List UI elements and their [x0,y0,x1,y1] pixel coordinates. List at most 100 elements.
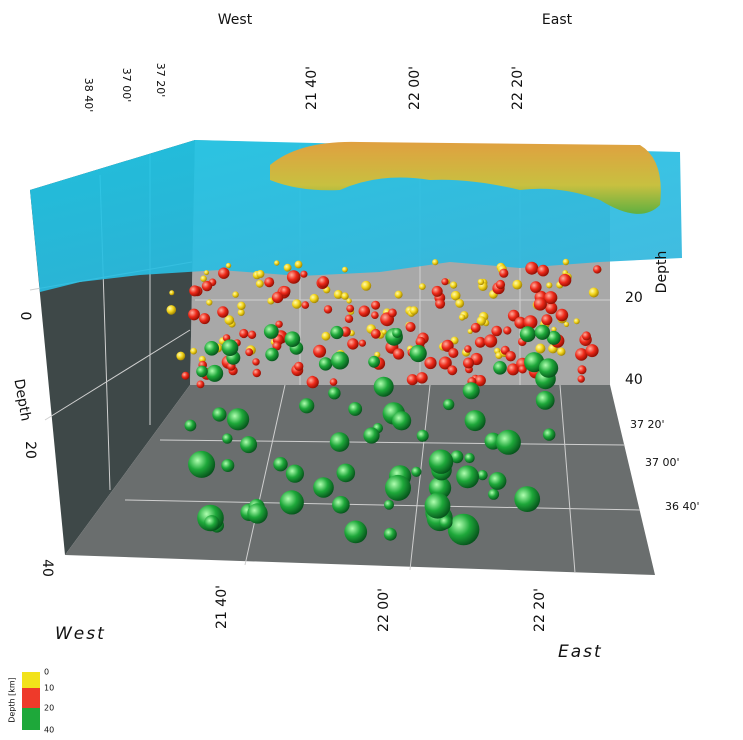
hypocenter [188,308,200,321]
hypocenter [333,289,343,299]
legend-tick: 20 [44,704,54,713]
right-latitude: 37 20' [630,418,665,431]
hypocenter [546,330,561,345]
hypocenter [439,515,453,529]
hypocenter [245,348,254,357]
hypocenter [477,278,485,286]
hypocenter [411,466,422,477]
right-depth-tick: 20 [625,290,643,306]
hypocenter [392,328,403,338]
hypocenter [491,325,503,337]
hypocenter [294,260,303,269]
bottom-longitude: 21 40' [214,585,230,629]
hypocenter [201,280,213,292]
legend-tick: 10 [44,684,54,693]
hypocenter [406,374,418,386]
hypocenter [385,474,411,501]
hypocenter [415,336,426,347]
top-east: East [542,12,573,28]
hypocenter [456,465,479,489]
hypocenter [544,291,558,305]
hypocenter [450,450,464,464]
hypocenter [313,477,334,498]
hypocenter [533,297,547,311]
hypocenter [358,305,370,317]
hypocenter [299,398,315,414]
hypocenter [557,347,566,356]
hypocenter [474,375,486,387]
legend-swatch [22,672,40,688]
hypocenter [493,361,507,375]
hypocenter [361,280,372,291]
top-latitude: 37 00' [120,68,133,103]
hypocenter [450,290,461,301]
hypocenter [341,292,349,300]
hypocenter [443,398,455,411]
hypocenter [188,450,216,478]
hypocenter [176,351,186,361]
hypocenter [347,338,359,350]
hypocenter [431,285,443,297]
hypocenter [240,436,258,454]
legend-swatch [22,708,40,730]
hypocenter [204,515,220,531]
hypocenter [255,279,264,288]
hypocenter [199,313,211,325]
hypocenter [273,457,288,472]
hypocenter [221,459,235,472]
hypocenter [332,496,350,514]
hypocenter [551,326,557,332]
hypocenter [329,432,350,452]
hypocenter [546,282,553,289]
hypocenter [470,322,481,333]
hypocenter [512,279,523,290]
hypocenter [227,408,250,431]
land-relief [270,141,661,214]
hypocenter [585,344,599,358]
hypocenter [264,277,275,288]
left-depth-tick: 40 [39,559,55,577]
legend-title: Depth [km] [8,677,17,723]
hypocenter [505,351,516,362]
hypocenter [464,452,475,464]
hypocenter [358,339,366,347]
hypocenter [284,331,301,348]
hypocenter [503,326,512,335]
right-latitude: 36 40' [665,500,700,513]
hypocenter [545,302,558,315]
top-west: West [218,12,253,28]
hypocenter [313,344,327,358]
hypocenter [488,488,500,500]
hypocenter [464,345,472,353]
hypocenter [271,291,284,304]
legend-tick: 0 [44,668,49,677]
hypocenter [224,315,235,325]
hypocenter [514,486,541,512]
hypocenter [450,281,458,289]
hypocenter [370,328,381,339]
hypocenter [373,376,394,397]
hypocenter [306,376,319,389]
hypocenter [206,364,224,382]
hypocenter [577,365,587,375]
hypocenter [523,315,538,329]
hypocenter [256,270,265,278]
hypocenter [265,347,279,362]
hypocenter [394,290,403,299]
hypocenter [535,343,546,354]
hypocenter [348,402,363,416]
hypocenter [477,470,488,481]
hypocenter [222,433,233,444]
top-longitude: 22 20' [510,66,526,110]
hypocenter [318,357,333,371]
hypocenter [424,356,437,370]
hypocenter [409,344,427,363]
top-longitude: 22 00' [407,66,423,110]
hypocenter [371,311,379,320]
hypocenter [495,429,521,455]
hypocenter [330,325,344,340]
hypocenter [344,520,368,544]
hypocenter [321,331,331,341]
hypocenter [530,281,542,293]
hypocenter [212,407,227,422]
